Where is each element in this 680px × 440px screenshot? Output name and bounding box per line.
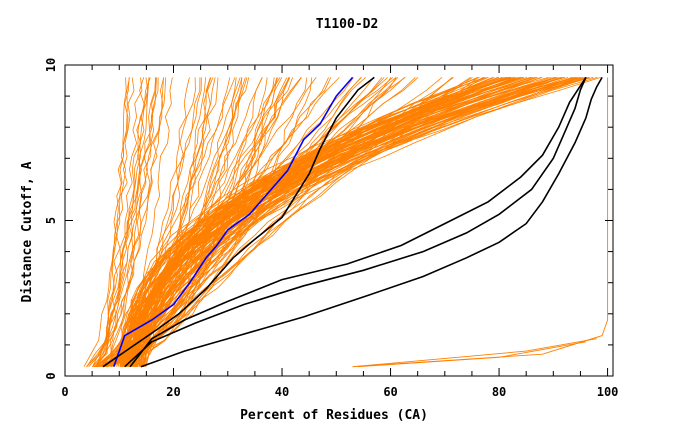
x-tick-label: 60 bbox=[383, 385, 397, 399]
model-curve bbox=[122, 77, 556, 367]
background-models bbox=[83, 77, 609, 368]
x-tick-label: 0 bbox=[61, 385, 68, 399]
x-axis-label: Percent of Residues (CA) bbox=[240, 408, 428, 423]
series-line-4 bbox=[124, 77, 587, 368]
model-curve bbox=[95, 77, 164, 368]
model-curve bbox=[124, 77, 577, 367]
model-curve bbox=[119, 77, 524, 367]
model-curve bbox=[122, 77, 581, 367]
x-tick-label: 40 bbox=[275, 385, 289, 399]
model-curve bbox=[131, 77, 454, 367]
model-curve bbox=[86, 77, 150, 367]
model-curve bbox=[91, 77, 156, 367]
model-curve bbox=[118, 77, 586, 367]
highlighted-series bbox=[102, 76, 603, 368]
model-curve bbox=[128, 77, 601, 367]
model-curve bbox=[86, 77, 151, 367]
model-curve bbox=[136, 77, 576, 367]
model-curve bbox=[133, 77, 556, 367]
model-curve bbox=[118, 77, 558, 367]
model-curve bbox=[143, 77, 574, 367]
model-curve bbox=[125, 77, 534, 367]
model-curve bbox=[119, 77, 503, 367]
x-tick-label: 20 bbox=[166, 385, 180, 399]
series-line-5 bbox=[140, 77, 603, 368]
model-curve bbox=[95, 77, 143, 367]
x-tick-label: 80 bbox=[492, 385, 506, 399]
x-tick-label: 100 bbox=[597, 385, 619, 399]
model-curve bbox=[138, 77, 586, 367]
model-curve bbox=[135, 77, 583, 367]
chart-title: T1100-D2 bbox=[316, 17, 379, 32]
model-curve bbox=[94, 77, 165, 367]
model-curve bbox=[143, 77, 569, 367]
y-tick-label: 10 bbox=[44, 58, 58, 72]
model-curve bbox=[352, 338, 597, 368]
y-tick-label: 5 bbox=[44, 217, 58, 224]
axes: 0 20 40 60 80 100 0 5 10 bbox=[44, 58, 618, 399]
y-tick-label: 0 bbox=[44, 372, 58, 379]
model-curve bbox=[83, 77, 130, 367]
model-curve bbox=[139, 77, 416, 367]
model-curve bbox=[95, 77, 149, 367]
y-axis-label: Distance Cutoff, A bbox=[20, 161, 35, 302]
model-curve bbox=[95, 77, 127, 367]
model-curve bbox=[131, 77, 563, 367]
model-curve bbox=[138, 77, 581, 367]
model-curve bbox=[126, 77, 562, 367]
model-curve bbox=[133, 77, 587, 367]
model-curve bbox=[125, 77, 565, 367]
series-line-3 bbox=[129, 76, 587, 368]
series-line-2 bbox=[102, 76, 375, 368]
series-line-1 bbox=[113, 76, 354, 367]
model-curve bbox=[86, 77, 157, 367]
model-curve bbox=[357, 341, 586, 368]
model-curve bbox=[88, 77, 157, 367]
